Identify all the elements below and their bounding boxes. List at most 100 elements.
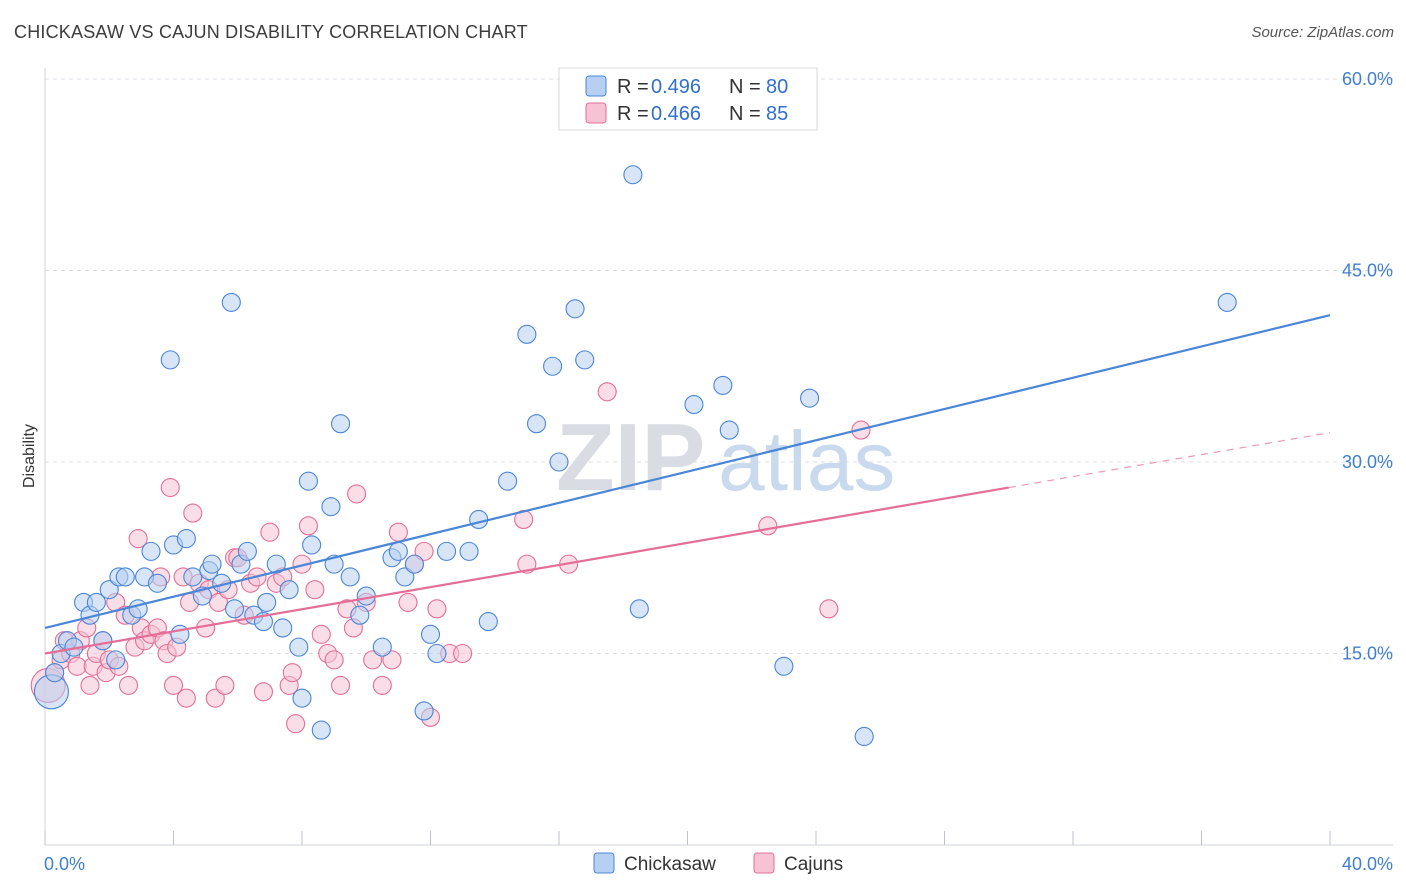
bottom-legend: Chickasaw Cajuns	[593, 852, 843, 875]
chickasaw-point-65	[565, 299, 585, 319]
chickasaw-point-9	[99, 580, 119, 600]
legend-n-value-chickasaw: 80	[766, 76, 788, 98]
chickasaw-point-8	[93, 631, 113, 651]
cajuns-point-59	[330, 675, 351, 695]
legend: R = 0.496 N = 80 R = 0.466 N = 85	[558, 67, 818, 131]
chickasaw-point-34	[266, 554, 286, 574]
chickasaw-point-7	[86, 592, 106, 612]
axes	[44, 68, 1393, 846]
cajuns-point-8	[80, 675, 100, 695]
chickasaw-point-40	[302, 535, 322, 555]
y-axis-label: Disability	[21, 424, 38, 488]
cajuns-point-58	[324, 650, 344, 670]
chickasaw-point-25	[202, 554, 222, 574]
bottom-legend-label-chickasaw: Chickasaw	[624, 854, 716, 875]
chickasaw-point-48	[372, 637, 392, 657]
chickasaw-point-35	[273, 618, 293, 638]
chickasaw-point-67	[623, 165, 643, 185]
chickasaw-point-59	[478, 612, 498, 632]
bottom-legend-swatch-cajuns	[753, 852, 775, 874]
chickasaw-point-57	[459, 541, 479, 561]
cajuns-point-37	[205, 688, 225, 708]
chickasaw-point-16	[141, 541, 161, 561]
cajuns-point-70	[414, 541, 434, 561]
bottom-legend-swatch-chickasaw	[593, 852, 615, 874]
cajuns-point-47	[260, 522, 280, 542]
chickasaw-point-75	[1217, 292, 1237, 312]
watermark: ZIP atlas	[556, 404, 895, 511]
y-axis-tick-labels: 15.0% 30.0% 45.0% 60.0%	[1342, 69, 1393, 664]
bottom-legend-label-cajuns: Cajuns	[784, 854, 843, 875]
series-chickasaw-points	[33, 165, 1237, 747]
legend-n-value-cajuns: 85	[766, 103, 788, 125]
legend-r-label-cajuns: R =	[617, 103, 649, 125]
chickasaw-point-58	[469, 509, 489, 530]
y-tick-label: 60.0%	[1342, 69, 1393, 89]
cajuns-point-74	[453, 643, 473, 664]
cajuns-point-62	[347, 484, 367, 504]
chickasaw-point-74	[854, 726, 874, 747]
cajuns-point-80	[819, 599, 839, 619]
chickasaw-point-37	[289, 637, 309, 657]
chickasaw-trend-line	[44, 314, 1331, 630]
chickasaw-point-18	[160, 350, 180, 370]
cajuns-point-66	[382, 650, 402, 670]
cajuns-point-56	[311, 624, 331, 644]
cajuns-point-39	[215, 675, 235, 695]
cajuns-point-54	[298, 516, 318, 536]
cajuns-point-19	[128, 529, 148, 549]
cajuns-point-27	[160, 477, 180, 498]
legend-swatch-chickasaw	[585, 75, 607, 97]
chickasaw-point-44	[330, 414, 351, 434]
chickasaw-point-12	[115, 567, 135, 587]
y-tick-label: 15.0%	[1342, 644, 1393, 664]
cajuns-point-64	[363, 650, 383, 670]
chickasaw-point-62	[526, 414, 547, 434]
chickasaw-point-10	[106, 650, 126, 670]
cajuns-point-65	[372, 675, 392, 695]
chickasaw-point-60	[498, 471, 518, 491]
chickasaw-point-1	[45, 663, 65, 683]
watermark-zip: ZIP	[556, 404, 705, 511]
chickasaw-point-21	[176, 529, 196, 549]
legend-r-value-chickasaw: 0.496	[651, 76, 701, 98]
chickasaw-point-33	[257, 592, 277, 612]
cajuns-point-78	[597, 382, 617, 402]
trend-lines	[44, 314, 1331, 655]
chickasaw-point-42	[321, 497, 341, 517]
chart-title: CHICKASAW VS CAJUN DISABILITY CORRELATIO…	[14, 22, 528, 42]
chickasaw-point-22	[183, 567, 203, 587]
cajuns-point-52	[286, 714, 306, 734]
chickasaw-point-73	[800, 388, 820, 408]
chickasaw-point-69	[684, 394, 704, 415]
y-tick-label: 45.0%	[1342, 261, 1393, 281]
chickasaw-point-45	[340, 567, 360, 587]
chickasaw-point-28	[224, 599, 245, 619]
cajuns-point-46	[253, 682, 274, 702]
chickasaw-point-38	[292, 688, 312, 708]
chickasaw-point-14	[128, 599, 148, 619]
cajuns-point-55	[305, 580, 325, 600]
chickasaw-point-56	[437, 541, 457, 561]
source-credit: Source: ZipAtlas.com	[1251, 24, 1394, 41]
chickasaw-point-17	[147, 573, 167, 593]
chickasaw-point-64	[549, 452, 569, 472]
chickasaw-point-27	[221, 292, 241, 312]
cajuns-point-51	[282, 663, 302, 683]
chickasaw-point-30	[237, 541, 257, 561]
cajuns-point-72	[427, 599, 447, 619]
chickasaw-point-51	[395, 567, 415, 587]
x-axis-ticks	[44, 831, 1331, 845]
cajuns-point-79	[758, 516, 778, 536]
chickasaw-point-50	[388, 541, 408, 561]
cajuns-trend-extension	[1008, 432, 1331, 489]
cajuns-point-28	[163, 675, 184, 695]
chickasaw-point-54	[420, 624, 441, 644]
legend-n-label-cajuns: N =	[729, 103, 761, 125]
chickasaw-point-39	[298, 471, 318, 491]
cajuns-point-68	[398, 592, 418, 612]
chickasaw-point-61	[517, 324, 537, 344]
x-tick-label-max: 40.0%	[1342, 854, 1393, 874]
y-tick-label: 30.0%	[1342, 452, 1393, 472]
